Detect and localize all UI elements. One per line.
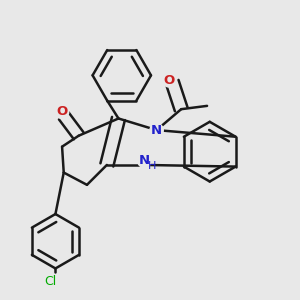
Text: H: H [148,160,156,171]
Text: O: O [56,105,68,118]
Text: O: O [163,74,175,87]
Circle shape [162,74,176,87]
Text: Cl: Cl [44,275,57,288]
Text: N: N [151,124,162,136]
Circle shape [138,154,151,168]
Text: N: N [139,154,150,167]
Circle shape [150,124,163,137]
Circle shape [56,105,69,119]
